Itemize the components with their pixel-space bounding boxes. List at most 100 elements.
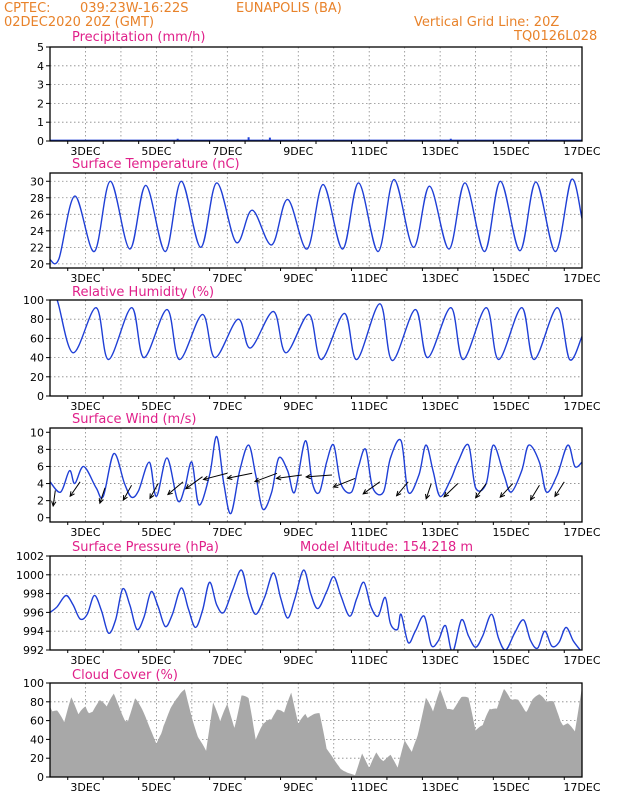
x-tick-label: 3DEC [70, 526, 100, 539]
x-tick-label: 5DEC [141, 526, 171, 539]
x-tick-label: 7DEC [212, 272, 242, 285]
x-tick-label: 11DEC [351, 526, 388, 539]
wind-arrow [122, 485, 133, 501]
wind-arrow-head [554, 491, 560, 498]
x-tick-label: 9DEC [283, 145, 313, 158]
wind-arrow-head [98, 498, 104, 505]
x-tick-label: 3DEC [70, 272, 100, 285]
series-line [50, 569, 581, 650]
wind-arrow [396, 481, 409, 497]
wind-arrow [554, 481, 565, 497]
panel-frame [49, 172, 583, 269]
x-tick-label: 9DEC [283, 526, 313, 539]
y-tick-label: 998 [23, 588, 44, 601]
y-tick-label: 992 [23, 644, 44, 657]
y-tick-label: 22 [30, 241, 44, 254]
wind-arrow-head [305, 473, 311, 480]
datetime-label: 02DEC2020 20Z (GMT) [4, 15, 155, 30]
x-tick-label: 9DEC [283, 654, 313, 667]
x-tick-label: 17DEC [563, 781, 600, 794]
x-tick-label: 11DEC [351, 145, 388, 158]
panel-2: Surface Temperature (nC) 20 22 24 26 28 30 3DEC… [30, 157, 601, 285]
y-tick-label: 24 [30, 225, 44, 238]
y-tick-label: 0 [37, 771, 44, 784]
y-tick-label: 3 [37, 79, 44, 92]
y-tick-label: 20 [30, 258, 44, 271]
y-tick-label: 996 [23, 606, 44, 619]
x-tick-label: 17DEC [563, 272, 600, 285]
location-label: EUNAPOLIS (BA) [236, 1, 342, 16]
wind-arrow-head [167, 489, 173, 496]
x-tick-label: 11DEC [351, 781, 388, 794]
y-tick-label: 20 [30, 371, 44, 384]
wind-arrow [149, 483, 159, 499]
wind-arrow-head [332, 483, 339, 488]
y-tick-label: 2 [37, 495, 44, 508]
wind-arrow [425, 483, 432, 500]
wind-arrow-head [443, 491, 449, 498]
coordinates-label: 039:23W-16:22S [80, 1, 189, 16]
panel-4: Surface Wind (m/s) 0 2 4 6 8 10 3DEC 5DEC 7DEC 9DE… [30, 412, 601, 539]
x-tick-label: 7DEC [212, 400, 242, 413]
wind-arrow [530, 484, 540, 501]
wind-arrow [99, 487, 106, 504]
panel-title: Surface Pressure (hPa) [72, 540, 219, 555]
x-tick-label: 5DEC [141, 781, 171, 794]
x-tick-label: 15DEC [493, 526, 530, 539]
x-tick-label: 3DEC [70, 400, 100, 413]
wind-arrow-head [122, 495, 128, 502]
wind-arrow-head [202, 475, 209, 481]
x-tick-label: 13DEC [422, 400, 459, 413]
wind-arrow-head [253, 477, 260, 483]
wind-arrow [185, 476, 203, 490]
x-tick-label: 13DEC [422, 654, 459, 667]
wind-arrow-head [425, 493, 431, 500]
run-code-label: TQ0126L028 [514, 29, 598, 44]
x-tick-label: 15DEC [493, 145, 530, 158]
wind-arrow [443, 483, 459, 498]
panel-1: Precipitation (mm/h) 0 1 2 3 4 5 3DEC 5DEC 7DEC 9D… [37, 30, 601, 158]
x-tick-label: 17DEC [563, 654, 600, 667]
wind-arrow-head [529, 494, 536, 501]
y-tick-label: 40 [30, 733, 44, 746]
wind-arrow [167, 481, 184, 495]
y-tick-label: 60 [30, 715, 44, 728]
panel-frame [49, 299, 583, 397]
x-tick-label: 9DEC [283, 400, 313, 413]
wind-arrow-head [184, 484, 191, 490]
panel-frame [49, 46, 583, 142]
y-tick-label: 40 [30, 352, 44, 365]
x-tick-label: 5DEC [141, 400, 171, 413]
y-tick-label: 20 [30, 752, 44, 765]
panel-annotation: Model Altitude: 154.218 m [300, 540, 473, 555]
x-tick-label: 17DEC [563, 526, 600, 539]
y-tick-label: 2 [37, 97, 44, 110]
y-tick-label: 100 [23, 294, 44, 307]
panel-6: Cloud Cover (%) 0 20 40 60 80 100 3DEC 5DEC 7DEC 9… [23, 668, 601, 794]
x-tick-label: 9DEC [283, 272, 313, 285]
y-tick-label: 4 [37, 60, 44, 73]
y-tick-label: 1 [37, 116, 44, 129]
wind-arrow [254, 472, 278, 483]
y-tick-label: 0 [37, 135, 44, 148]
panel-3: Relative Humidity (%) 0 20 40 60 80 100 3DEC 5DE… [23, 285, 601, 413]
wind-arrow-head [149, 493, 155, 500]
wind-arrow-head [395, 490, 402, 497]
panel-title: Relative Humidity (%) [72, 285, 214, 300]
panel-title: Surface Wind (m/s) [72, 412, 196, 427]
x-tick-label: 7DEC [212, 526, 242, 539]
source-label: CPTEC: [4, 1, 51, 16]
y-tick-label: 1000 [16, 569, 44, 582]
wind-arrow-head [275, 475, 282, 481]
x-tick-label: 15DEC [493, 400, 530, 413]
x-tick-label: 11DEC [351, 400, 388, 413]
wind-arrow-head [474, 492, 481, 499]
wind-arrow [227, 472, 253, 479]
y-tick-label: 1002 [16, 550, 44, 563]
y-tick-label: 30 [30, 175, 44, 188]
series-line [50, 178, 582, 265]
x-tick-label: 15DEC [493, 272, 530, 285]
wind-arrow [306, 474, 332, 478]
wind-arrow-head [226, 474, 233, 480]
